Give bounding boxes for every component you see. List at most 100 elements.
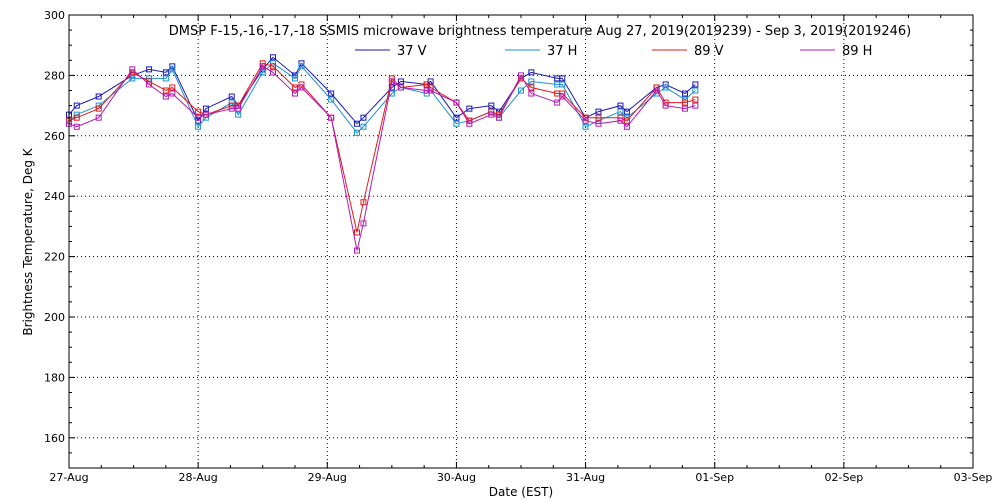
data-point [496, 114, 503, 121]
y-tick-label: 300 [44, 9, 65, 22]
data-point [595, 114, 602, 121]
y-tick-label: 260 [44, 130, 65, 143]
legend: 37 V 37 H 89 V 89 H [355, 44, 872, 59]
legend-label: 89 V [694, 44, 724, 59]
data-point [423, 90, 430, 97]
data-point [353, 229, 360, 236]
data-point [617, 102, 624, 109]
data-point [353, 120, 360, 127]
chart-title: DMSP F-15,-16,-17,-18 SSMIS microwave br… [169, 24, 911, 39]
data-point [692, 96, 699, 103]
x-tick-label: 02-Sep [825, 471, 864, 484]
x-tick-label: 28-Aug [179, 471, 218, 484]
data-point [528, 90, 535, 97]
y-tick-label: 200 [44, 311, 65, 324]
data-point [528, 84, 535, 91]
data-point [595, 108, 602, 115]
data-point [582, 117, 589, 124]
data-point [259, 63, 266, 70]
data-point [353, 129, 360, 136]
data-point [488, 111, 495, 118]
series-89-h [66, 63, 699, 254]
y-tick-label: 240 [44, 190, 65, 203]
data-point [235, 105, 242, 112]
data-point [169, 90, 176, 97]
data-point [292, 75, 298, 82]
data-point [353, 247, 360, 254]
data-point [623, 117, 630, 124]
data-point [298, 84, 305, 91]
data-point [518, 72, 524, 79]
data-point [423, 81, 430, 88]
data-point [559, 75, 566, 82]
x-axis-label: Date (EST) [489, 485, 553, 499]
data-point [129, 75, 136, 82]
data-point [453, 120, 460, 127]
data-point [692, 81, 699, 88]
data-point [427, 84, 434, 91]
x-tick-label: 01-Sep [695, 471, 734, 484]
data-point [559, 93, 566, 100]
data-point [692, 102, 699, 109]
series-layer [66, 54, 699, 254]
data-point [73, 114, 80, 121]
data-point [162, 75, 169, 82]
data-point [169, 66, 176, 73]
y-tick-label: 160 [44, 432, 65, 445]
data-point [682, 105, 689, 112]
x-tick-label: 29-Aug [308, 471, 347, 484]
data-point [397, 84, 404, 91]
data-point [298, 63, 305, 70]
data-point [235, 111, 242, 118]
data-point [617, 114, 624, 121]
data-point [292, 84, 298, 91]
data-point [453, 99, 460, 106]
data-point [202, 105, 209, 112]
series-89-v [66, 60, 699, 236]
data-point [360, 123, 367, 130]
data-point [146, 81, 153, 88]
y-tick-label: 280 [44, 69, 65, 82]
data-point [662, 84, 669, 91]
data-point [582, 123, 589, 130]
data-point [397, 78, 404, 85]
data-point [427, 78, 434, 85]
data-point [360, 220, 367, 227]
x-tick-label: 31-Aug [566, 471, 605, 484]
data-point [682, 99, 689, 106]
data-point [682, 96, 689, 103]
data-point [662, 102, 669, 109]
data-point [95, 105, 102, 112]
data-point [617, 108, 624, 115]
data-point [328, 114, 335, 121]
data-point [488, 108, 495, 115]
data-point [270, 54, 277, 61]
data-point [388, 78, 395, 85]
data-point [328, 96, 335, 103]
data-point [195, 108, 202, 115]
series-37-v [66, 54, 699, 127]
data-point [682, 90, 689, 97]
data-point [162, 87, 169, 94]
gridlines [69, 15, 973, 468]
legend-label: 37 V [397, 44, 427, 59]
data-point [328, 90, 335, 97]
data-point [228, 105, 235, 112]
legend-label: 37 H [547, 44, 577, 59]
y-tick-label: 180 [44, 371, 65, 384]
y-tick-label: 220 [44, 251, 65, 264]
data-point [466, 105, 473, 112]
data-point [228, 93, 235, 100]
data-point [360, 114, 367, 121]
data-point [488, 102, 495, 109]
data-point [162, 93, 169, 100]
data-point [292, 90, 298, 97]
data-point [453, 114, 460, 121]
data-point [427, 87, 434, 94]
data-point [270, 63, 277, 70]
data-point [554, 99, 561, 106]
data-point [692, 87, 699, 94]
x-tick-label: 30-Aug [437, 471, 476, 484]
